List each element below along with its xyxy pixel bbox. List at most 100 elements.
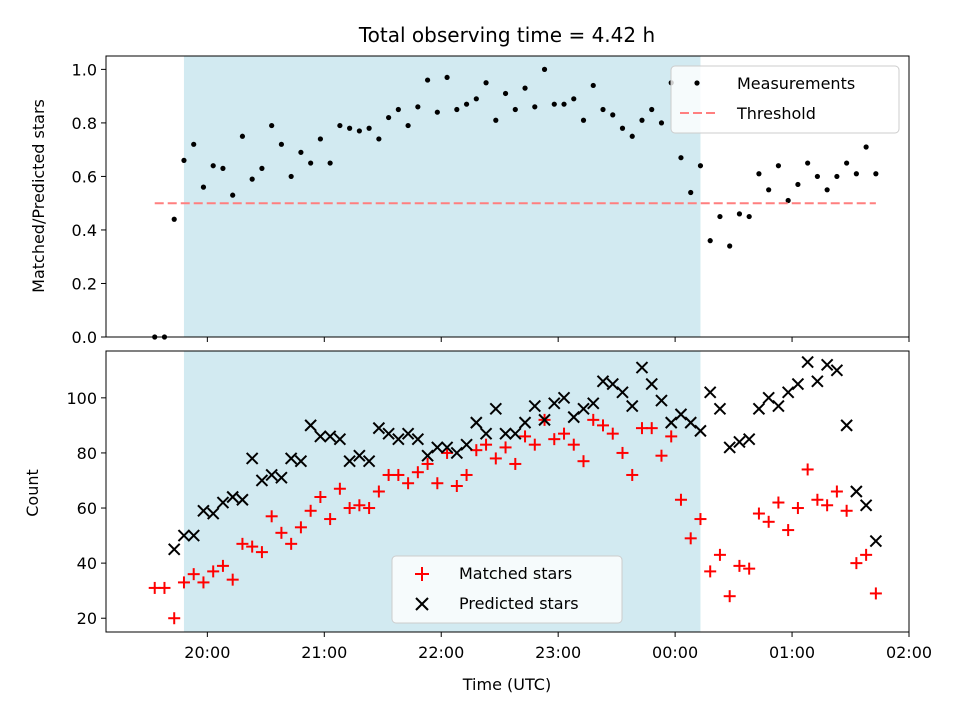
matched-stars-point [645, 422, 658, 435]
predicted-stars-point [703, 386, 717, 399]
predicted-stars-point [323, 430, 337, 443]
measurements-point [639, 117, 645, 123]
matched-stars-point [616, 446, 629, 459]
matched-stars-point [285, 537, 298, 550]
top-panel: 0.0 0.2 0.4 0.6 0.8 1.0 Total observing time … [29, 23, 910, 347]
measurements-point [483, 80, 489, 86]
measurements-point [181, 157, 187, 163]
legend-marker-predicted-stars [415, 597, 429, 611]
top-y-tick-label: 0.0 [72, 328, 97, 347]
legend-label-matched-stars: Matched stars [459, 564, 572, 583]
measurements-point [766, 187, 772, 193]
predicted-stars-point [255, 474, 269, 487]
measurements-point [317, 136, 323, 142]
predicted-stars-point [187, 529, 200, 542]
matched-stars-point [519, 430, 532, 443]
measurements-point [308, 160, 314, 166]
bot-y-tick-label: 20 [77, 609, 97, 628]
predicted-stars-point [343, 454, 356, 468]
measurements-point [824, 187, 830, 193]
measurements-point [717, 213, 723, 220]
top-observing-span [183, 56, 701, 337]
predicted-stars-point [216, 496, 230, 509]
predicted-stars-point [304, 419, 317, 432]
measurements-point [278, 141, 285, 147]
x-tick-label: 20:00 [184, 643, 230, 662]
predicted-stars-point [362, 454, 376, 468]
x-tick-label: 21:00 [301, 643, 347, 662]
predicted-stars-point [733, 435, 746, 449]
matched-stars-point [684, 532, 697, 545]
predicted-stars-point [499, 427, 512, 440]
measurements-point [405, 122, 411, 129]
predicted-stars-point [752, 402, 766, 416]
predicted-stars-point [518, 416, 532, 429]
matched-stars-point [265, 510, 278, 523]
predicted-stars-point [372, 421, 386, 435]
x-tick-label: 00:00 [652, 643, 698, 662]
measurements-point [463, 101, 470, 107]
bot-y-tick-label: 60 [77, 499, 97, 518]
matched-stars-point [762, 515, 775, 528]
matched-stars-point [353, 499, 366, 512]
predicted-stars-point [606, 377, 619, 391]
matched-stars-point [343, 502, 356, 515]
legend-marker-measurements [694, 80, 700, 86]
predicted-stars-point [596, 375, 610, 388]
measurements-point [522, 85, 528, 91]
predicted-stars-point [382, 427, 395, 440]
matched-stars-point [704, 565, 717, 578]
predicted-stars-point [479, 427, 493, 440]
predicted-stars-point [626, 399, 639, 413]
predicted-stars-point [411, 432, 425, 446]
measurements-point [337, 122, 343, 129]
matched-stars-point [431, 477, 444, 490]
measurements-point [249, 176, 255, 182]
matched-stars-point [811, 493, 824, 506]
measurements-point [415, 104, 421, 110]
matched-stars-point [713, 548, 726, 561]
measurements-point [658, 120, 665, 126]
matched-stars-point [743, 562, 756, 575]
measurements-point [171, 216, 177, 222]
predicted-stars-point [577, 402, 590, 416]
predicted-stars-point [236, 493, 249, 506]
predicted-stars-point [460, 438, 473, 451]
matched-stars-point [177, 576, 190, 589]
matched-stars-point [197, 576, 210, 589]
predicted-stars-point [509, 427, 522, 440]
matched-stars-point [782, 524, 795, 537]
measurements-point [707, 238, 713, 244]
chart-title: Total observing time = 4.42 h [358, 23, 655, 47]
predicted-stars-point [801, 355, 814, 369]
matched-stars-point [528, 438, 541, 451]
measurements-point [434, 109, 440, 115]
matched-stars-point [372, 485, 385, 498]
measurements-point [551, 101, 557, 107]
matched-stars-point [752, 507, 765, 520]
legend-label-predicted-stars: Predicted stars [459, 594, 579, 613]
measurements-point [590, 82, 596, 89]
legend-label-threshold: Threshold [736, 104, 816, 123]
predicted-stars-point [694, 424, 707, 438]
predicted-stars-point [265, 468, 278, 482]
measurements-point [298, 149, 304, 155]
bottom-panel-frame [105, 350, 910, 633]
measurements-point [610, 112, 616, 118]
predicted-stars-point [830, 364, 844, 377]
measurements-point [376, 136, 382, 142]
predicted-stars-point [811, 375, 824, 388]
measurements-point [600, 106, 606, 113]
measurements-point [834, 173, 840, 180]
matched-stars-point [392, 468, 405, 481]
top-panel-frame [105, 55, 910, 338]
measurements-point [200, 184, 207, 190]
measurements-point [424, 77, 431, 83]
predicted-stars-point [177, 529, 191, 542]
matched-stars-point [567, 438, 580, 451]
matched-stars-point [441, 446, 454, 459]
predicted-stars-point [713, 402, 727, 416]
matched-stars-point [333, 482, 346, 495]
predicted-stars-point [820, 358, 834, 371]
matched-stars-point [460, 468, 473, 481]
